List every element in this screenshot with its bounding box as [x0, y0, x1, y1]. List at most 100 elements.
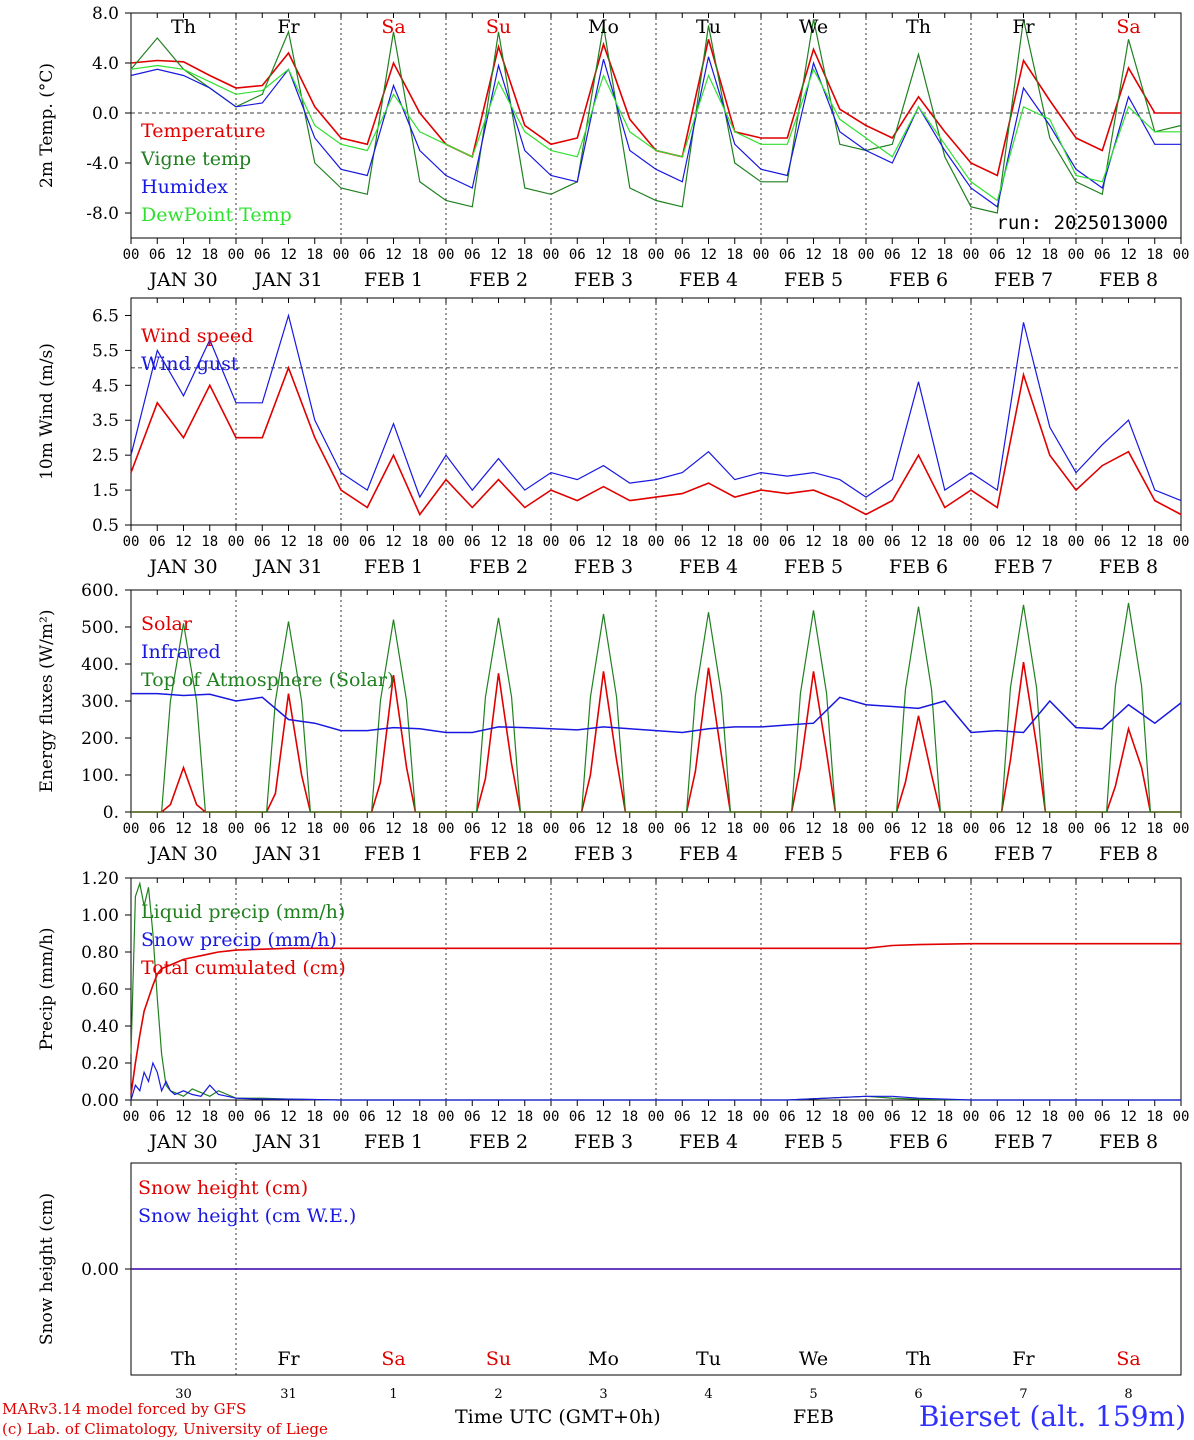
y-tick-label: 5.5: [92, 341, 119, 361]
hour-tick-label: 06: [989, 534, 1006, 550]
hour-tick-label: 18: [831, 1109, 848, 1125]
hour-tick-label: 00: [858, 1109, 875, 1125]
legend-entry: Wind gust: [141, 353, 239, 375]
hour-tick-label: 00: [543, 534, 560, 550]
hour-tick-label: 12: [175, 247, 192, 263]
hour-tick-label: 06: [779, 534, 796, 550]
hour-tick-label: 00: [123, 821, 140, 837]
legend-entry: Solar: [141, 613, 193, 635]
weekday-label-top: Fr: [277, 16, 300, 38]
date-label: JAN 30: [147, 843, 217, 865]
legend-entry: DewPoint Temp: [141, 204, 292, 226]
hour-tick-label: 00: [543, 821, 560, 837]
y-tick-label: 4.5: [92, 376, 119, 396]
y-tick-label: 2.5: [92, 446, 119, 466]
y-tick-label: 600.: [81, 581, 119, 601]
weekday-label-top: Th: [171, 16, 196, 38]
hour-tick-label: 00: [228, 534, 245, 550]
series-line-top-of-atmosphere-solar-: [131, 602, 1181, 813]
hour-tick-label: 18: [621, 821, 638, 837]
hour-tick-label: 18: [936, 821, 953, 837]
hour-tick-label: 00: [438, 1109, 455, 1125]
date-label: FEB 1: [364, 1131, 423, 1153]
hour-tick-label: 00: [123, 1109, 140, 1125]
hour-tick-label: 06: [1094, 534, 1111, 550]
hour-tick-label: 18: [411, 534, 428, 550]
weekday-label-bottom: Th: [171, 1348, 196, 1370]
day-number-label: 4: [704, 1387, 712, 1402]
weekday-label-bottom: Fr: [1012, 1348, 1035, 1370]
hour-tick-label: 18: [306, 247, 323, 263]
hour-tick-label: 12: [1015, 534, 1032, 550]
hour-tick-label: 06: [149, 821, 166, 837]
hour-tick-label: 00: [1068, 534, 1085, 550]
hour-tick-label: 18: [1146, 1109, 1163, 1125]
y-axis-title: Energy fluxes (W/m²): [37, 610, 57, 793]
day-number-label: 5: [809, 1387, 817, 1402]
date-label: JAN 31: [252, 843, 322, 865]
hour-tick-label: 00: [1173, 247, 1190, 263]
date-label: FEB 6: [889, 843, 948, 865]
series-line-wind-speed: [130, 365, 1182, 517]
date-label: JAN 30: [147, 1131, 217, 1153]
date-label: FEB 5: [784, 843, 843, 865]
y-tick-label: -4.0: [86, 154, 119, 174]
hour-tick-label: 06: [569, 534, 586, 550]
hour-tick-label: 12: [175, 534, 192, 550]
hour-tick-label: 06: [674, 247, 691, 263]
hour-tick-label: 00: [648, 534, 665, 550]
hour-tick-label: 06: [464, 534, 481, 550]
hour-tick-label: 12: [280, 247, 297, 263]
y-tick-label: 0.: [103, 803, 119, 823]
hour-tick-label: 12: [1120, 534, 1137, 550]
hour-tick-label: 06: [464, 247, 481, 263]
station-label: Bierset (alt. 159m): [918, 1400, 1186, 1433]
date-label: FEB 2: [469, 1131, 528, 1153]
hour-tick-label: 00: [543, 1109, 560, 1125]
hour-tick-label: 12: [1015, 247, 1032, 263]
hour-tick-label: 06: [464, 821, 481, 837]
hour-tick-label: 12: [910, 534, 927, 550]
hour-tick-label: 18: [831, 821, 848, 837]
y-tick-label: 500.: [81, 618, 119, 638]
date-label: FEB 6: [889, 269, 948, 291]
date-label: FEB 1: [364, 269, 423, 291]
date-label: FEB 7: [994, 843, 1053, 865]
model-line-2: (c) Lab. of Climatology, University of L…: [2, 1420, 328, 1438]
date-label: FEB 3: [574, 269, 633, 291]
hour-tick-label: 00: [228, 1109, 245, 1125]
hour-tick-label: 18: [516, 1109, 533, 1125]
hour-tick-label: 00: [438, 247, 455, 263]
day-number-label: 2: [494, 1387, 502, 1402]
hour-tick-label: 18: [1041, 534, 1058, 550]
date-label: FEB 7: [994, 1131, 1053, 1153]
hour-tick-label: 12: [805, 1109, 822, 1125]
y-tick-label: 0.40: [81, 1017, 119, 1037]
hour-tick-label: 12: [700, 247, 717, 263]
hour-tick-label: 06: [884, 534, 901, 550]
hour-tick-label: 18: [411, 247, 428, 263]
hour-tick-label: 18: [516, 821, 533, 837]
time-axis-label: Time UTC (GMT+0h): [455, 1406, 661, 1428]
hour-tick-label: 12: [385, 247, 402, 263]
hour-tick-label: 06: [779, 247, 796, 263]
hour-tick-label: 12: [910, 821, 927, 837]
hour-tick-label: 18: [936, 534, 953, 550]
hour-tick-label: 00: [858, 247, 875, 263]
hour-tick-label: 00: [648, 821, 665, 837]
hour-tick-label: 18: [411, 1109, 428, 1125]
hour-tick-label: 18: [831, 534, 848, 550]
weekday-label-top: Sa: [381, 16, 405, 38]
hour-tick-label: 06: [149, 1109, 166, 1125]
date-label: JAN 31: [252, 556, 322, 578]
month-label: FEB: [793, 1406, 835, 1428]
day-number-label: 1: [389, 1387, 397, 1402]
hour-tick-label: 12: [385, 1109, 402, 1125]
hour-tick-label: 18: [201, 1109, 218, 1125]
hour-tick-label: 18: [936, 247, 953, 263]
hour-tick-label: 18: [306, 534, 323, 550]
hour-tick-label: 12: [805, 534, 822, 550]
hour-tick-label: 06: [359, 534, 376, 550]
series-line-wind-gust: [130, 313, 1182, 502]
day-number-label: 30: [175, 1387, 192, 1402]
